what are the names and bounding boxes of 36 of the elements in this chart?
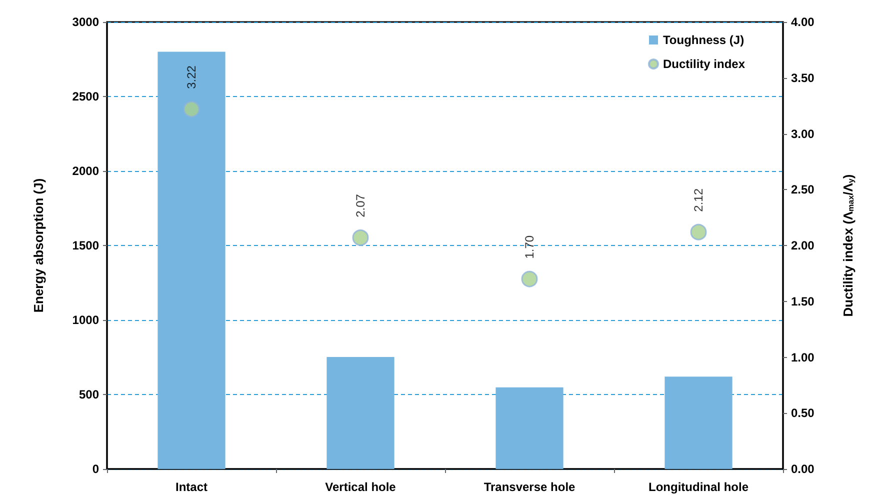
bar — [664, 376, 732, 469]
data-label: 1.70 — [522, 235, 536, 259]
y-tick-label: 1000 — [72, 313, 100, 327]
y2-tick-label: 2.50 — [791, 182, 815, 197]
data-label: 2.07 — [354, 194, 368, 218]
point — [352, 229, 369, 246]
data-label: 2.12 — [692, 188, 706, 212]
y2-axis-title: Ductility index (Λmax/Λy) — [840, 174, 856, 317]
y-axis-title: Energy absorption (J) — [31, 178, 46, 313]
point — [183, 100, 200, 118]
data-label: 3.22 — [184, 65, 198, 89]
y2-tick-label: 0.50 — [791, 406, 815, 420]
y-tick-label: 1500 — [72, 238, 100, 252]
y-tick-label: 2000 — [72, 164, 100, 178]
x-tick-label: Intact — [175, 480, 208, 494]
x-tick-label: Vertical hole — [325, 480, 396, 494]
bar — [326, 356, 394, 469]
bar — [496, 387, 564, 469]
y2-tick-label: 2.00 — [791, 238, 815, 252]
x-tick-label: Longitudinal hole — [648, 480, 749, 494]
legend-label: Ductility index — [662, 57, 746, 71]
y-tick-label: 2500 — [72, 90, 100, 104]
y2-tick-label: 3.00 — [791, 126, 815, 141]
y2-tick-label: 0.00 — [791, 462, 815, 476]
y-tick-label: 3000 — [72, 15, 100, 29]
y2-tick-label: 4.00 — [791, 15, 815, 29]
legend-label: Toughness (J) — [662, 33, 744, 47]
point — [521, 270, 538, 288]
x-tick-label: Transverse hole — [484, 480, 576, 494]
point — [690, 224, 707, 240]
bar — [158, 52, 226, 469]
y-tick-label: 0 — [92, 462, 100, 476]
y-tick-label: 500 — [78, 388, 100, 402]
y2-tick-label: 1.00 — [791, 350, 815, 364]
y2-tick-label: 1.50 — [791, 294, 815, 308]
y2-tick-label: 3.50 — [791, 70, 815, 85]
